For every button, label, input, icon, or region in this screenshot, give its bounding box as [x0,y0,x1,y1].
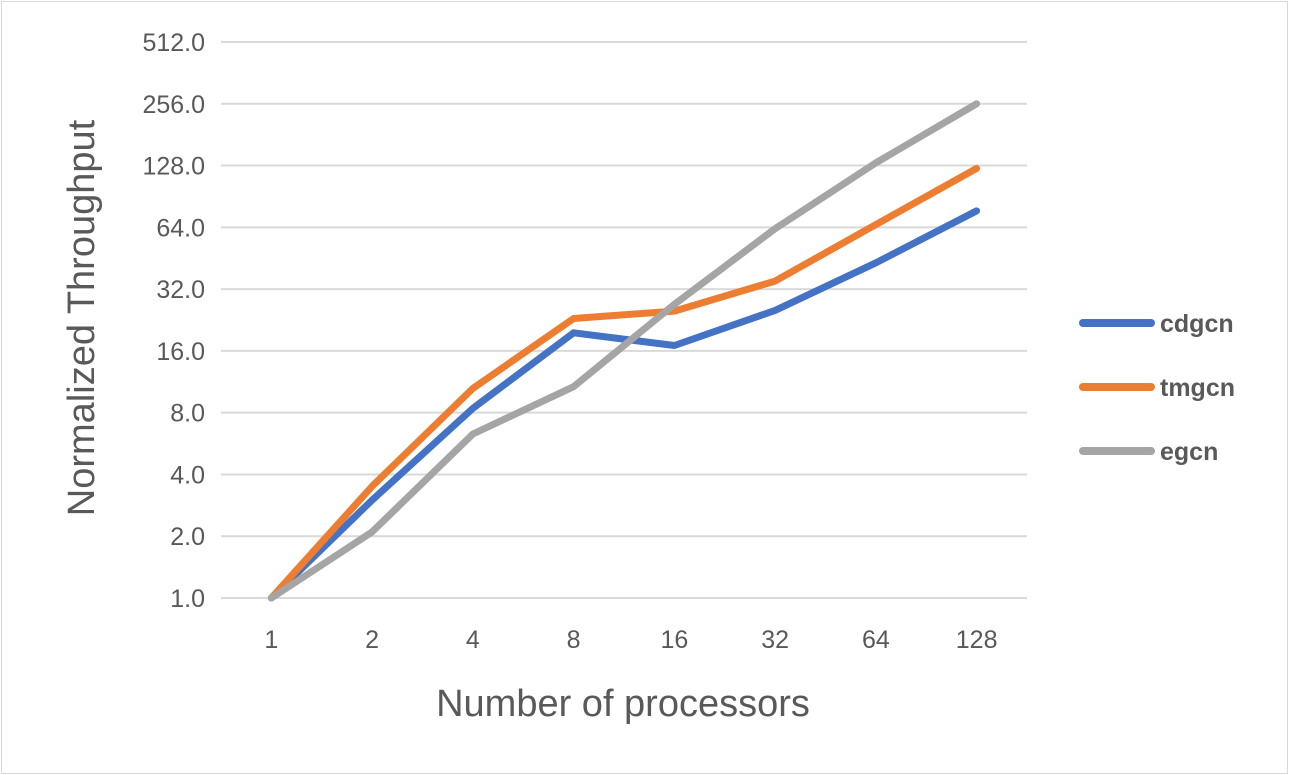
y-tick-label: 4.0 [170,461,205,489]
legend-label-egcn: egcn [1160,438,1218,466]
series-line-egcn [267,100,981,602]
x-tick-label: 2 [365,626,379,654]
y-tick-label: 8.0 [170,400,205,428]
legend: cdgcn tmgcn egcn [1079,310,1235,466]
y-tick-label: 64.0 [156,214,205,242]
x-tick-label: 16 [660,626,688,654]
series-lines [267,100,981,602]
series-line-cdgcn [267,207,981,602]
x-tick-label: 8 [567,626,581,654]
y-tick-label: 32.0 [156,276,205,304]
x-tick-label: 64 [862,626,890,654]
y-tick-label: 256.0 [142,91,205,119]
gridlines [221,41,1027,599]
legend-label-tmgcn: tmgcn [1160,374,1235,402]
x-tick-label: 128 [956,626,998,654]
x-axis-title: Number of processors [436,683,810,725]
y-tick-label: 2.0 [170,523,205,551]
series-line-tmgcn [267,164,981,602]
y-axis-title: Normalized Throughput [61,119,103,516]
x-tick-label: 1 [264,626,278,654]
y-axis-ticks: 1.0 2.0 4.0 8.0 16.0 32.0 64.0 128.0 256.0 512.0 [142,29,205,613]
y-tick-label: 128.0 [142,153,205,181]
y-tick-label: 512.0 [142,29,205,57]
x-tick-label: 4 [466,626,480,654]
legend-label-cdgcn: cdgcn [1160,310,1234,338]
y-tick-label: 1.0 [170,585,205,613]
x-tick-label: 32 [761,626,789,654]
y-tick-label: 16.0 [156,338,205,366]
x-axis-ticks: 1 2 4 8 16 32 64 128 [264,626,997,654]
